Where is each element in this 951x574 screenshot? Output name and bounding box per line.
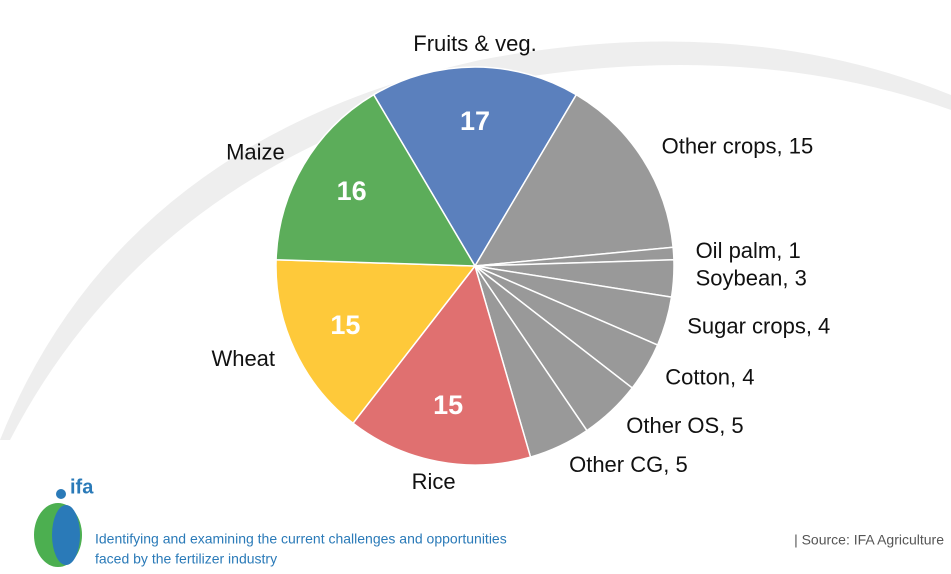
- value-label: 16: [337, 176, 367, 206]
- pie-slice: [275, 258, 477, 425]
- slice-label: Other crops, 15: [662, 133, 814, 158]
- slice-label: Sugar crops, 4: [687, 313, 830, 338]
- slice-label: Fruits & veg.: [413, 31, 536, 56]
- slice-label: Cotton, 4: [665, 364, 754, 389]
- background-swoosh: [0, 41, 951, 441]
- slice-label: Soybean, 3: [696, 266, 807, 291]
- pie-slice: [372, 66, 578, 268]
- tagline: faced by the fertilizer industry: [95, 551, 277, 567]
- pie-slice: [473, 93, 674, 267]
- logo-leaf: [52, 505, 80, 565]
- pie-slice: [351, 264, 532, 466]
- logo-dot: [56, 489, 66, 499]
- tagline: Identifying and examining the current ch…: [95, 531, 507, 547]
- value-label: 15: [330, 310, 360, 340]
- slice-label: Rice: [412, 469, 456, 494]
- pie-slice: [275, 93, 477, 267]
- slice-label: Other OS, 5: [626, 413, 743, 438]
- slice-label: Maize: [226, 139, 285, 164]
- value-label: 17: [460, 106, 490, 136]
- source: | Source: IFA Agriculture: [794, 532, 944, 548]
- slice-label: Wheat: [211, 346, 275, 371]
- slice-label: Other CG, 5: [569, 452, 688, 477]
- logo-text: ifa: [70, 476, 94, 498]
- slice-label: Oil palm, 1: [696, 238, 801, 263]
- value-label: 15: [433, 390, 463, 420]
- logo: ifa: [34, 476, 94, 567]
